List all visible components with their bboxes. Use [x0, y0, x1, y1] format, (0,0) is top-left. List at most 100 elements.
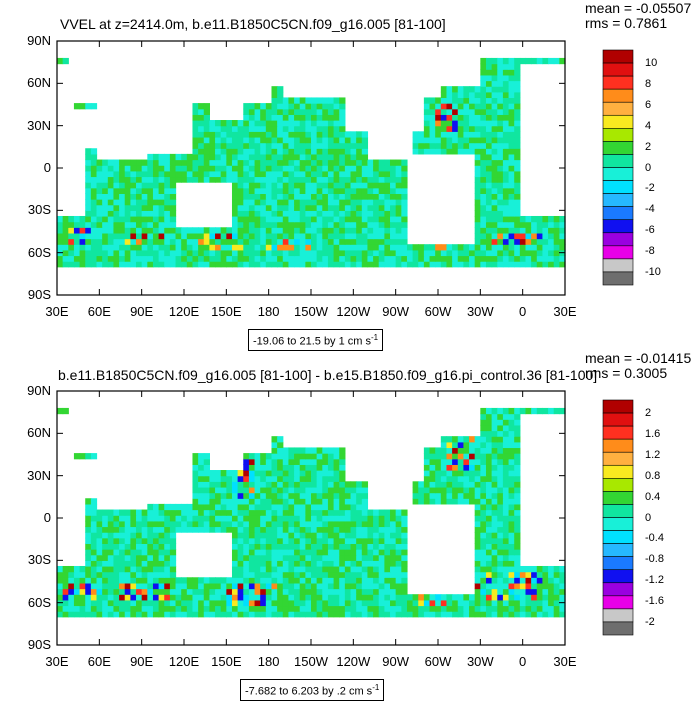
- map-cell: [136, 577, 143, 584]
- map-cell: [282, 577, 290, 584]
- map-cell: [237, 182, 244, 189]
- map-cell: [469, 244, 476, 251]
- map-cell: [62, 261, 69, 268]
- map-cell: [282, 447, 290, 454]
- map-cell: [277, 114, 284, 121]
- map-cell: [502, 475, 510, 482]
- map-cell: [305, 261, 312, 268]
- map-cell: [327, 475, 335, 482]
- map-cell: [130, 520, 137, 528]
- map-cell: [248, 458, 256, 465]
- map-cell: [243, 475, 250, 482]
- map-cell: [311, 131, 318, 138]
- map-cell: [344, 261, 352, 268]
- map-cell: [378, 165, 385, 172]
- map-cell: [457, 611, 464, 618]
- map-cell: [463, 125, 470, 132]
- map-cell: [198, 176, 205, 183]
- map-cell: [85, 543, 92, 550]
- colorbar-swatch: [602, 399, 634, 414]
- map-cell: [181, 176, 188, 183]
- map-cell: [514, 63, 521, 70]
- map-cell: [480, 520, 487, 528]
- map-cell: [480, 261, 487, 268]
- map-cell: [480, 182, 487, 189]
- map-cell: [102, 159, 109, 166]
- map-cell: [248, 565, 256, 573]
- map-cell: [463, 605, 470, 612]
- map-cell: [220, 131, 227, 138]
- map-cell: [107, 549, 115, 556]
- map-cell: [339, 509, 346, 516]
- map-cell: [237, 125, 244, 132]
- map-cell: [85, 170, 92, 178]
- map-cell: [356, 187, 363, 194]
- map-cell: [356, 486, 363, 494]
- map-cell: [169, 170, 177, 178]
- map-cell: [480, 131, 487, 138]
- map-cell: [322, 447, 329, 454]
- map-cell: [147, 182, 154, 189]
- map-cell: [203, 125, 210, 132]
- map-cell: [429, 492, 436, 499]
- map-cell: [265, 582, 273, 590]
- map-cell: [469, 611, 476, 618]
- map-cell: [322, 103, 329, 110]
- map-cell: [265, 193, 273, 200]
- map-cell: [514, 232, 521, 240]
- map-cell: [536, 244, 544, 251]
- map-cell: [491, 526, 498, 533]
- map-cell: [102, 588, 109, 595]
- map-cell: [361, 588, 369, 595]
- map-cell: [327, 594, 335, 601]
- map-cell: [333, 103, 340, 110]
- map-cell: [186, 503, 194, 511]
- map-cell: [463, 97, 470, 104]
- map-cell: [107, 509, 115, 516]
- map-cell: [136, 210, 143, 217]
- map-cell: [378, 565, 385, 573]
- colorbar-swatch: [602, 114, 634, 129]
- map-cell: [322, 204, 329, 211]
- map-cell: [463, 498, 470, 505]
- map-cell: [491, 419, 498, 426]
- map-cell: [130, 232, 137, 240]
- map-cell: [277, 176, 284, 183]
- map-cell: [508, 430, 515, 437]
- map-cell: [254, 159, 261, 166]
- map-cell: [327, 244, 335, 251]
- map-cell: [316, 554, 323, 561]
- map-cell: [147, 232, 154, 240]
- map-cell: [299, 103, 306, 110]
- map-cell: [226, 526, 233, 533]
- map-cell: [152, 221, 160, 228]
- map-cell: [277, 498, 284, 505]
- map-cell: [169, 153, 177, 161]
- map-cell: [350, 210, 357, 217]
- map-cell: [548, 261, 555, 268]
- map-cell: [333, 594, 340, 601]
- colorbar-swatch: [602, 49, 634, 64]
- map-cell: [130, 582, 137, 590]
- map-grid: [57, 57, 566, 268]
- map-cell: [463, 244, 470, 251]
- map-cell: [395, 509, 402, 516]
- map-cell: [542, 215, 549, 223]
- map-cell: [254, 560, 261, 567]
- map-cell: [243, 148, 250, 155]
- map-cell: [356, 142, 363, 149]
- map-cell: [446, 458, 453, 465]
- map-cell: [277, 136, 284, 144]
- map-cell: [333, 470, 340, 477]
- map-cell: [446, 142, 453, 149]
- map-cell: [395, 187, 402, 194]
- map-cell: [390, 509, 397, 516]
- map-cell: [254, 170, 261, 178]
- map-cell: [198, 108, 205, 115]
- map-cell: [508, 244, 515, 251]
- map-cell: [316, 120, 323, 127]
- map-cell: [96, 193, 103, 200]
- map-cell: [130, 549, 137, 556]
- map-cell: [203, 577, 210, 584]
- map-cell: [356, 594, 363, 601]
